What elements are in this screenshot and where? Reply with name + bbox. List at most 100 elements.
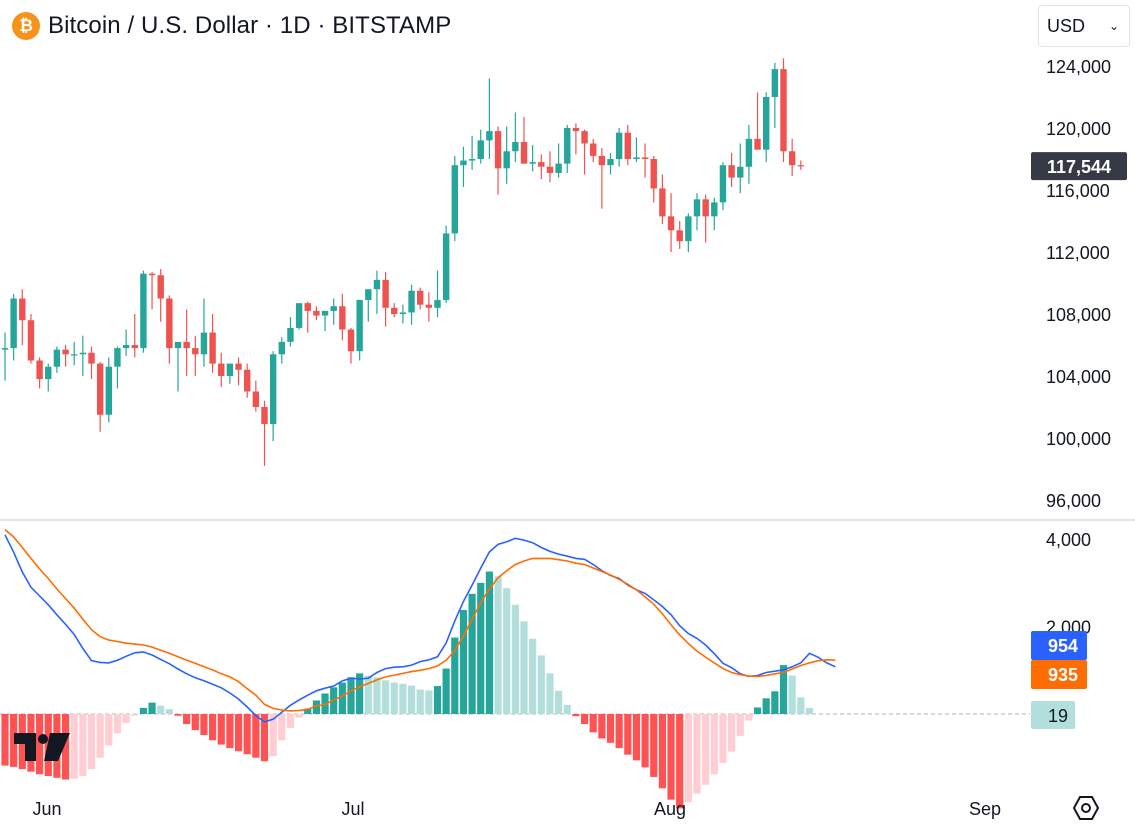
candle <box>685 213 692 252</box>
histogram-bar <box>139 707 147 714</box>
candle <box>166 295 173 364</box>
candles <box>1 58 804 466</box>
candle <box>105 357 112 423</box>
candle <box>598 148 606 209</box>
last-price-marker: 117,544 <box>1031 152 1127 181</box>
histogram-bar <box>797 697 805 714</box>
candle <box>391 303 398 318</box>
candle <box>62 345 69 367</box>
histogram-bar <box>779 665 788 714</box>
histogram-bar <box>122 714 130 724</box>
candle <box>667 193 675 252</box>
candle <box>330 298 337 325</box>
candle <box>226 363 234 384</box>
histogram-bar <box>338 682 346 714</box>
candle <box>200 298 208 367</box>
histogram-bar <box>347 677 355 714</box>
macd-tag-label: 954 <box>1048 636 1078 656</box>
histogram-bar <box>157 705 165 714</box>
histogram-bar <box>217 714 225 745</box>
candle <box>754 92 761 150</box>
symbol-header: ₿ Bitcoin / U.S. Dollar · 1D · BITSTAMP <box>12 8 451 44</box>
histogram-bar <box>494 576 502 714</box>
time-axis[interactable]: Jun Jul Aug Sep <box>32 799 1001 819</box>
histogram-bar <box>10 714 18 767</box>
candle <box>269 351 277 442</box>
candle <box>19 289 26 345</box>
candle <box>468 135 476 170</box>
candle <box>494 126 502 195</box>
candle <box>218 352 225 387</box>
histogram-bar <box>356 673 364 714</box>
candle <box>235 357 242 386</box>
histogram-bar <box>624 714 632 755</box>
chart-settings-icon[interactable] <box>1072 794 1100 822</box>
histogram-bar <box>632 714 641 761</box>
last-price-label: 117,544 <box>1047 157 1111 177</box>
candle <box>719 162 727 211</box>
candle <box>702 194 709 243</box>
histogram-bar <box>753 707 762 714</box>
histogram-bar <box>96 714 104 758</box>
histogram-bar <box>174 714 182 716</box>
candle <box>79 335 87 376</box>
histogram-bar <box>572 714 580 717</box>
candle <box>659 174 666 225</box>
candle <box>339 293 346 341</box>
candle <box>131 314 138 358</box>
signal-value-tag: 935 <box>1031 660 1087 689</box>
histogram-bar <box>87 714 96 770</box>
histogram-bar <box>407 685 416 714</box>
candle <box>287 317 294 347</box>
candle <box>148 272 156 310</box>
candle <box>183 309 190 376</box>
hist-tag-label: 19 <box>1048 706 1068 726</box>
histogram-bar <box>615 714 623 749</box>
candle <box>564 124 571 173</box>
candle <box>728 152 735 187</box>
histogram-bar <box>511 604 519 714</box>
histogram-bar <box>252 714 260 758</box>
histogram-bar <box>485 571 493 714</box>
histogram-bar <box>710 714 718 775</box>
candle <box>538 154 545 180</box>
candle <box>313 306 320 321</box>
macd-value-tag: 954 <box>1031 631 1087 660</box>
candle <box>417 287 424 310</box>
y-tick-label: 124,000 <box>1046 57 1111 77</box>
histogram-bar <box>200 714 208 735</box>
candle <box>45 363 52 392</box>
candle <box>192 335 199 376</box>
histogram-bar <box>676 714 684 809</box>
chart-title[interactable]: Bitcoin / U.S. Dollar · 1D · BITSTAMP <box>48 12 452 39</box>
bitcoin-logo-icon: ₿ <box>12 12 40 40</box>
histogram-bar <box>606 714 615 743</box>
candle <box>590 138 597 163</box>
price-axis[interactable]: 96,000 100,000 104,000 108,000 112,000 116,00… <box>1046 57 1111 511</box>
histogram-bar <box>563 704 571 714</box>
histogram-bar <box>537 655 545 714</box>
currency-selector[interactable]: USD ⌄ <box>1038 5 1130 47</box>
candle <box>641 143 649 178</box>
histogram-bar <box>304 708 312 714</box>
histogram-bar <box>1 714 9 766</box>
histogram-bar <box>580 714 589 725</box>
candle <box>529 145 536 172</box>
candle <box>399 304 407 324</box>
macd-histogram <box>1 571 814 809</box>
candle <box>737 143 744 194</box>
tradingview-logo-icon <box>14 733 70 761</box>
histogram-bar <box>762 698 770 714</box>
histogram-bar <box>520 621 528 714</box>
y-tick-label: 104,000 <box>1046 367 1111 387</box>
histogram-bar <box>148 702 156 714</box>
histogram-bar <box>269 714 277 756</box>
candle <box>693 193 701 231</box>
histogram-bar <box>546 673 554 714</box>
signal-line <box>4 528 836 712</box>
candle <box>122 329 130 356</box>
histogram-bar <box>589 714 597 733</box>
candle <box>650 155 657 203</box>
